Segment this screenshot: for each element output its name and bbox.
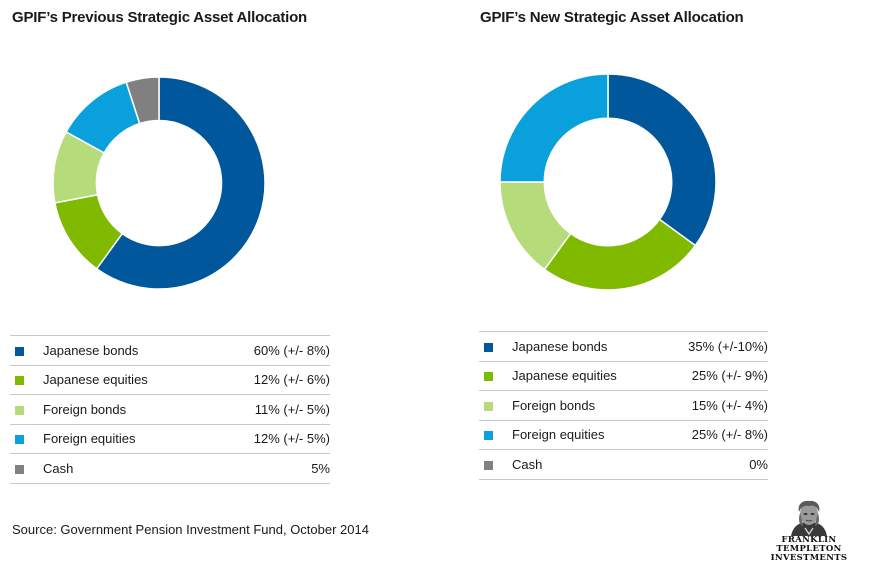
franklin-templeton-logo: FRANKLIN TEMPLETON INVESTMENTS — [748, 500, 870, 566]
legend-label: Japanese bonds — [512, 331, 673, 362]
legend-row-japanese-equities: Japanese equities 25% (+/- 9%) — [479, 361, 768, 391]
source-note: Source: Government Pension Investment Fu… — [12, 522, 369, 537]
legend-row-japanese-bonds: Japanese bonds 35% (+/-10%) — [479, 331, 768, 362]
donut-slice-foreign-equities — [499, 73, 609, 183]
legend-value: 15% (+/- 4%) — [672, 390, 768, 421]
legend-swatch — [484, 460, 493, 470]
legend-swatch-cell — [479, 361, 512, 391]
legend-row-foreign-equities: Foreign equities 12% (+/- 5%) — [10, 424, 330, 454]
legend-swatch-cell — [10, 365, 43, 395]
chart-title-previous: GPIF’s Previous Strategic Asset Allocati… — [12, 9, 308, 26]
legend-label: Japanese equities — [512, 361, 673, 391]
donut-slice-japanese-bonds — [607, 73, 717, 247]
legend-label: Foreign bonds — [512, 390, 673, 421]
legend-swatch-cell — [10, 394, 43, 425]
legend-row-foreign-equities: Foreign equities 25% (+/- 8%) — [479, 420, 768, 450]
legend-swatch-cell — [479, 390, 512, 421]
legend-swatch — [484, 372, 493, 382]
legend-value: 5% — [221, 453, 330, 484]
legend-row-japanese-equities: Japanese equities 12% (+/- 6%) — [10, 365, 330, 395]
donut-slice-cash — [125, 76, 160, 125]
legend-row-foreign-bonds: Foreign bonds 11% (+/- 5%) — [10, 394, 330, 425]
donut-chart-previous — [52, 76, 266, 290]
donut-chart-new — [499, 73, 717, 291]
logo-line2: INVESTMENTS — [770, 553, 848, 563]
legend-value: 25% (+/- 8%) — [672, 420, 768, 450]
legend-swatch — [484, 431, 493, 441]
chart-title-new: GPIF’s New Strategic Asset Allocation — [480, 9, 744, 26]
legend-value: 35% (+/-10%) — [672, 331, 768, 362]
legend-label: Japanese bonds — [43, 335, 222, 366]
legend-swatch-cell — [10, 335, 43, 366]
legend-label: Cash — [512, 449, 673, 480]
legend-swatch — [15, 376, 24, 386]
legend-label: Cash — [43, 453, 222, 484]
legend-row-japanese-bonds: Japanese bonds 60% (+/- 8%) — [10, 335, 330, 366]
legend-table-new: Japanese bonds 35% (+/-10%) Japanese equit… — [479, 331, 768, 480]
donut-slice-japanese-bonds — [95, 76, 266, 290]
legend-swatch — [484, 342, 493, 352]
legend-value: 60% (+/- 8%) — [221, 335, 330, 366]
legend-swatch-cell — [479, 331, 512, 362]
legend-swatch-cell — [10, 424, 43, 454]
legend-value: 12% (+/- 6%) — [221, 365, 330, 395]
benjamin-franklin-portrait-icon — [787, 500, 831, 536]
legend-label: Foreign equities — [43, 424, 222, 454]
logo-line1: FRANKLIN TEMPLETON — [776, 535, 842, 554]
legend-swatch-cell — [479, 449, 512, 480]
legend-label: Foreign bonds — [43, 394, 222, 425]
legend-label: Japanese equities — [43, 365, 222, 395]
legend-swatch — [15, 464, 24, 474]
legend-row-foreign-bonds: Foreign bonds 15% (+/- 4%) — [479, 390, 768, 421]
legend-row-cash: Cash 5% — [10, 453, 330, 484]
legend-swatch — [15, 405, 24, 415]
legend-label: Foreign equities — [512, 420, 673, 450]
legend-value: 11% (+/- 5%) — [221, 394, 330, 425]
legend-table-previous: Japanese bonds 60% (+/- 8%) Japanese equit… — [10, 335, 330, 484]
legend-swatch — [15, 346, 24, 356]
legend-swatch-cell — [10, 453, 43, 484]
legend-swatch-cell — [479, 420, 512, 450]
legend-row-cash: Cash 0% — [479, 449, 768, 480]
legend-swatch — [484, 401, 493, 411]
legend-value: 12% (+/- 5%) — [221, 424, 330, 454]
legend-value: 0% — [672, 449, 768, 480]
legend-value: 25% (+/- 9%) — [672, 361, 768, 391]
legend-swatch — [15, 435, 24, 445]
